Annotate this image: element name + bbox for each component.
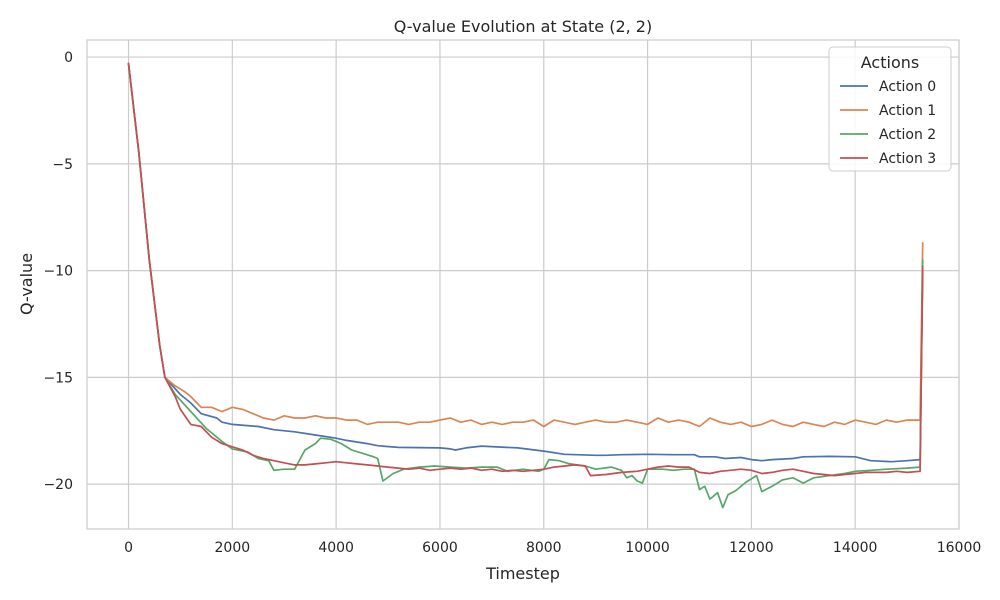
x-tick-label: 6000 (422, 540, 458, 556)
legend-title: Actions (861, 53, 919, 72)
y-tick-label: −15 (43, 370, 73, 386)
legend-item: Action 3 (840, 151, 936, 167)
legend-item: Action 1 (840, 103, 936, 119)
x-tick-label: 8000 (526, 540, 562, 556)
y-tick-label: 0 (64, 50, 73, 66)
legend-label: Action 2 (879, 127, 936, 143)
legend-label: Action 1 (879, 103, 936, 119)
series-line-action-3 (127, 62, 924, 477)
legend-box (828, 46, 952, 172)
x-axis-ticks: 0 2000 4000 6000 8000 10000 12000 14000 16000 (124, 540, 981, 556)
series-lines (127, 62, 924, 509)
y-axis-ticks: 0 −5 −10 −15 −20 (43, 50, 73, 493)
chart-title: Q-value Evolution at State (2, 2) (394, 17, 652, 36)
legend-item: Action 0 (840, 79, 936, 95)
legend-label: Action 0 (879, 79, 936, 95)
x-tick-label: 4000 (318, 540, 354, 556)
x-tick-label: 16000 (937, 540, 982, 556)
legend: Actions Action 0 Action 1 Action 2 Action 3 (828, 46, 952, 172)
legend-items: Action 0 Action 1 Action 2 Action 3 (840, 79, 936, 167)
series-line-action-2 (127, 62, 924, 509)
y-tick-label: −20 (43, 477, 73, 493)
grid-lines (87, 40, 960, 529)
y-tick-label: −10 (43, 264, 73, 280)
legend-item: Action 2 (840, 127, 936, 143)
series-line-action-1 (127, 62, 924, 428)
x-axis-title: Timestep (485, 564, 560, 583)
y-tick-label: −5 (52, 157, 73, 173)
y-axis-title: Q-value (17, 253, 36, 315)
x-tick-label: 0 (124, 540, 133, 556)
legend-label: Action 3 (879, 151, 936, 167)
x-tick-label: 12000 (729, 540, 774, 556)
plot-area (86, 39, 960, 530)
x-tick-label: 2000 (215, 540, 251, 556)
series-line-action-0 (127, 62, 924, 463)
x-tick-label: 10000 (625, 540, 670, 556)
x-tick-label: 14000 (833, 540, 878, 556)
